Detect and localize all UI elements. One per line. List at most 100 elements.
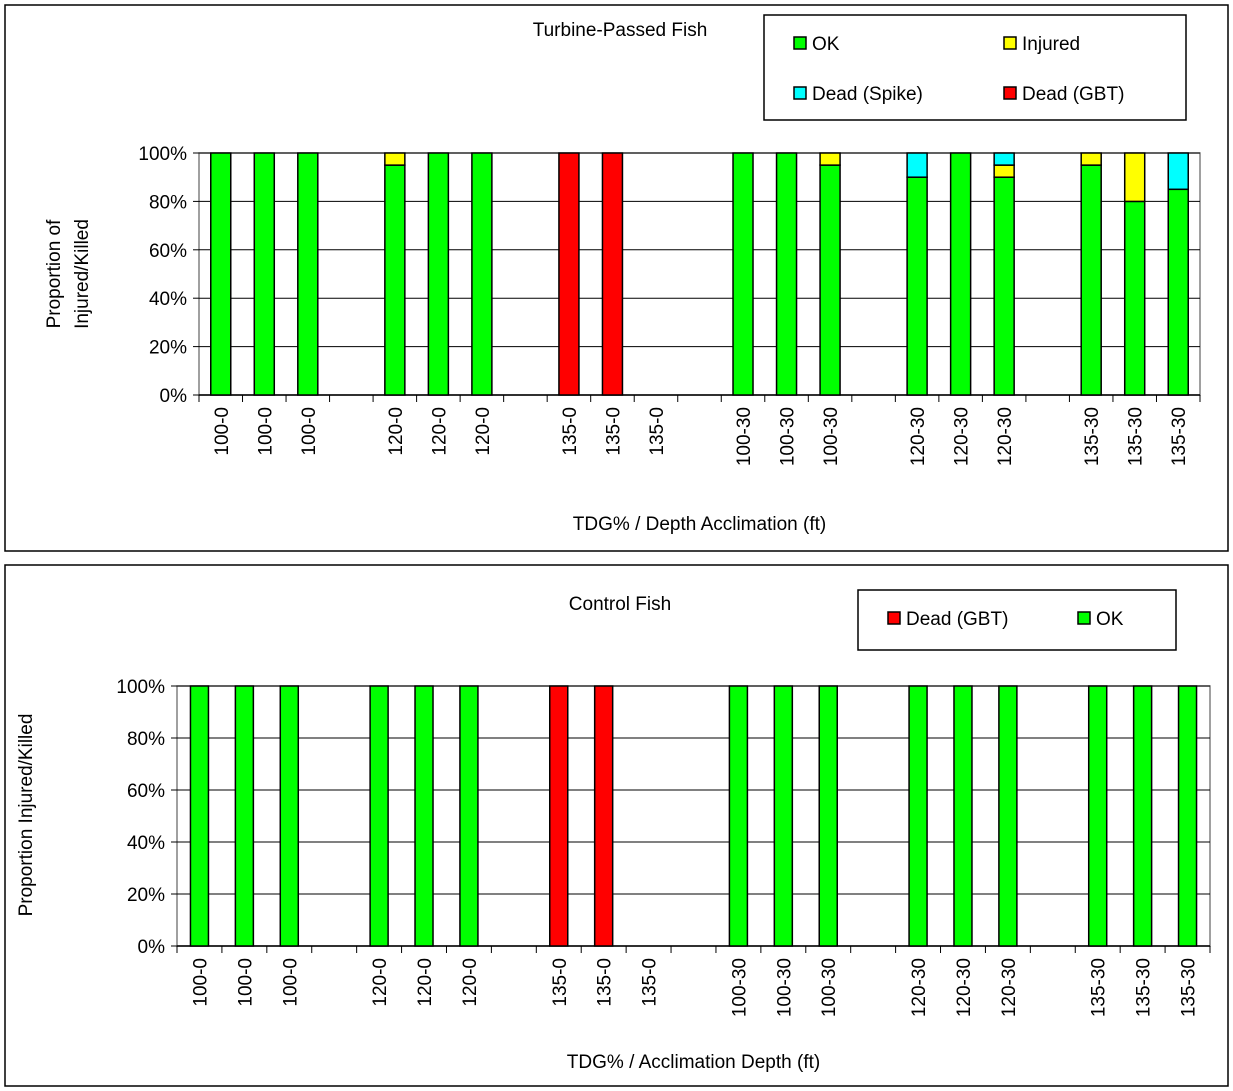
bar-segment xyxy=(906,176,928,396)
x-tick-label: 120-0 xyxy=(386,407,407,456)
bar-segment xyxy=(1080,152,1102,166)
x-tick-label: 120-30 xyxy=(909,958,930,1017)
bar-segment xyxy=(998,685,1018,947)
y-tick-label: 100% xyxy=(138,144,187,165)
legend-label: Dead (GBT) xyxy=(906,609,1008,630)
bar-segment xyxy=(1123,152,1146,203)
bar-segment xyxy=(819,152,841,166)
x-tick-label: 100-0 xyxy=(190,958,211,1007)
plot-area xyxy=(176,685,1211,947)
bar-segment xyxy=(949,152,972,396)
bar-segment xyxy=(906,152,928,178)
x-tick-label: 120-0 xyxy=(473,407,494,456)
bar-segment xyxy=(253,152,276,396)
bar-segment xyxy=(384,152,406,166)
bar-segment xyxy=(279,685,300,947)
legend-swatch xyxy=(1077,611,1091,625)
x-tick-label: 135-0 xyxy=(560,407,581,456)
bar-segment xyxy=(1123,200,1146,396)
x-tick-label: 135-0 xyxy=(603,407,624,456)
legend-label: Injured xyxy=(1022,34,1080,55)
bar-segment xyxy=(993,176,1015,396)
legend xyxy=(763,14,1187,121)
x-tick-label: 100-30 xyxy=(734,407,755,466)
x-tick-label: 135-30 xyxy=(1134,958,1155,1017)
y-tick-label: 20% xyxy=(149,338,187,359)
legend xyxy=(857,589,1177,651)
x-tick-label: 120-30 xyxy=(995,407,1016,466)
bar-segment xyxy=(414,685,434,947)
x-tick-label: 120-0 xyxy=(370,958,391,1007)
x-tick-label: 120-30 xyxy=(952,407,973,466)
x-tick-label: 100-0 xyxy=(255,407,276,456)
y-axis-label: Injured/Killed xyxy=(72,219,93,329)
bar-segment xyxy=(993,164,1015,178)
x-tick-label: 135-30 xyxy=(1082,407,1103,466)
bar-segment xyxy=(369,685,389,947)
chart-title: Control Fish xyxy=(569,594,671,615)
bar-segment xyxy=(775,152,798,396)
x-tick-label: 135-30 xyxy=(1126,407,1147,466)
y-tick-label: 20% xyxy=(127,885,165,906)
y-tick-label: 40% xyxy=(127,833,165,854)
bar-segment xyxy=(819,164,841,396)
bar-segment xyxy=(549,685,569,947)
x-tick-label: 135-0 xyxy=(640,958,661,1007)
x-tick-label: 100-30 xyxy=(774,958,795,1017)
y-tick-label: 60% xyxy=(149,241,187,262)
x-axis-label: TDG% / Acclimation Depth (ft) xyxy=(567,1052,820,1073)
x-tick-label: 120-0 xyxy=(460,958,481,1007)
x-tick-label: 135-30 xyxy=(1179,958,1200,1017)
bar-segment xyxy=(1087,685,1108,947)
bar-segment xyxy=(234,685,255,947)
legend-label: Dead (GBT) xyxy=(1022,84,1124,105)
bar-segment xyxy=(1167,188,1189,396)
bar-segment xyxy=(1080,164,1102,396)
bar-segment xyxy=(728,685,749,947)
x-tick-label: 120-30 xyxy=(999,958,1020,1017)
x-axis-label: TDG% / Depth Acclimation (ft) xyxy=(573,514,826,535)
bar-segment xyxy=(818,685,838,947)
bar-segment xyxy=(908,685,928,947)
legend-swatch xyxy=(887,611,901,625)
legend-label: OK xyxy=(812,34,840,55)
x-tick-label: 120-30 xyxy=(908,407,929,466)
x-tick-label: 100-30 xyxy=(778,407,799,466)
y-tick-label: 100% xyxy=(116,677,165,698)
bar-segment xyxy=(1132,685,1153,947)
bar-segment xyxy=(189,685,210,947)
y-tick-label: 80% xyxy=(149,192,187,213)
x-tick-label: 100-0 xyxy=(235,958,256,1007)
x-tick-label: 100-0 xyxy=(212,407,233,456)
y-tick-label: 80% xyxy=(127,729,165,750)
x-tick-label: 135-0 xyxy=(647,407,668,456)
legend-swatch xyxy=(1003,86,1017,100)
y-axis-label: Proportion Injured/Killed xyxy=(16,714,37,917)
bar-segment xyxy=(297,152,319,396)
y-axis-label: Proportion of xyxy=(44,219,65,329)
y-tick-label: 40% xyxy=(149,289,187,310)
x-tick-label: 100-30 xyxy=(819,958,840,1017)
bar-segment xyxy=(953,685,973,947)
bar-segment xyxy=(558,152,580,396)
bar-segment xyxy=(210,152,232,396)
y-tick-label: 0% xyxy=(138,937,166,958)
bar-segment xyxy=(993,152,1015,166)
bar-segment xyxy=(1177,685,1198,947)
y-tick-label: 0% xyxy=(160,386,188,407)
bar-segment xyxy=(773,685,794,947)
legend-swatch xyxy=(793,86,807,100)
x-tick-label: 100-0 xyxy=(299,407,320,456)
x-tick-label: 100-30 xyxy=(729,958,750,1017)
legend-label: Dead (Spike) xyxy=(812,84,923,105)
x-tick-label: 120-0 xyxy=(429,407,450,456)
x-tick-label: 135-0 xyxy=(550,958,571,1007)
bar-segment xyxy=(384,164,406,396)
x-tick-label: 135-30 xyxy=(1169,407,1190,466)
bar-segment xyxy=(601,152,624,396)
legend-swatch xyxy=(1003,36,1017,50)
bar-segment xyxy=(427,152,450,396)
bar-segment xyxy=(1167,152,1189,191)
x-tick-label: 100-0 xyxy=(280,958,301,1007)
